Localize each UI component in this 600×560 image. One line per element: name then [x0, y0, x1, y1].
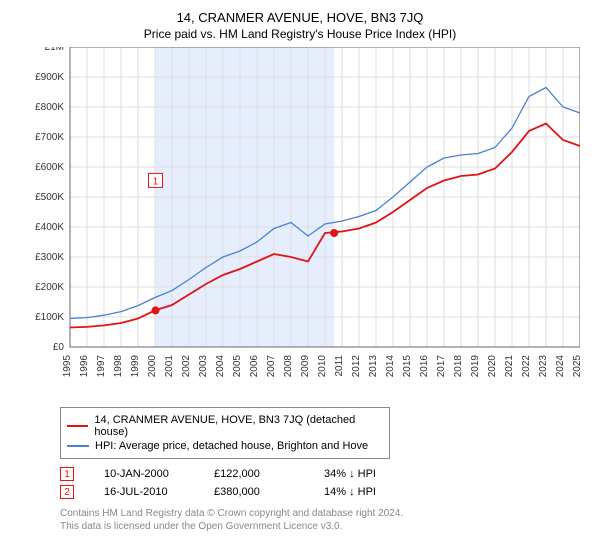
svg-text:2015: 2015 — [402, 355, 413, 378]
svg-text:2016: 2016 — [419, 355, 430, 378]
transaction-delta: 14% ↓ HPI — [324, 486, 376, 498]
legend-row: HPI: Average price, detached house, Brig… — [67, 440, 383, 452]
transaction-row: 2 16-JUL-2010 £380,000 14% ↓ HPI — [60, 485, 590, 499]
svg-text:1995: 1995 — [62, 355, 73, 378]
svg-text:2025: 2025 — [572, 355, 580, 378]
svg-text:2007: 2007 — [266, 355, 277, 378]
chart-title: 14, CRANMER AVENUE, HOVE, BN3 7JQ — [10, 10, 590, 25]
svg-text:2018: 2018 — [453, 355, 464, 378]
svg-text:2023: 2023 — [538, 355, 549, 378]
legend-swatch — [67, 445, 89, 447]
svg-text:1: 1 — [153, 176, 159, 187]
legend-label: 14, CRANMER AVENUE, HOVE, BN3 7JQ (detac… — [94, 414, 383, 438]
transaction-badge: 1 — [60, 467, 74, 481]
chart-subtitle: Price paid vs. HM Land Registry's House … — [10, 27, 590, 41]
svg-text:2003: 2003 — [198, 355, 209, 378]
svg-text:£1M: £1M — [45, 47, 64, 53]
transaction-row: 1 10-JAN-2000 £122,000 34% ↓ HPI — [60, 467, 590, 481]
legend-label: HPI: Average price, detached house, Brig… — [95, 440, 368, 452]
svg-text:£100K: £100K — [35, 312, 64, 323]
svg-text:2009: 2009 — [300, 355, 311, 378]
svg-text:1998: 1998 — [113, 355, 124, 378]
svg-text:2008: 2008 — [283, 355, 294, 378]
svg-text:£700K: £700K — [35, 132, 64, 143]
svg-text:£400K: £400K — [35, 222, 64, 233]
svg-text:2022: 2022 — [521, 355, 532, 378]
svg-text:1999: 1999 — [130, 355, 141, 378]
transaction-price: £380,000 — [214, 486, 294, 498]
attribution-line: This data is licensed under the Open Gov… — [60, 520, 590, 533]
svg-text:2014: 2014 — [385, 355, 396, 378]
transaction-price: £122,000 — [214, 468, 294, 480]
svg-text:1996: 1996 — [79, 355, 90, 378]
svg-text:2020: 2020 — [487, 355, 498, 378]
svg-text:2004: 2004 — [215, 355, 226, 378]
attribution-line: Contains HM Land Registry data © Crown c… — [60, 507, 590, 520]
svg-text:£600K: £600K — [35, 162, 64, 173]
svg-text:2002: 2002 — [181, 355, 192, 378]
transaction-badge: 2 — [60, 485, 74, 499]
svg-text:2017: 2017 — [436, 355, 447, 378]
legend-swatch — [67, 425, 88, 427]
svg-text:£200K: £200K — [35, 282, 64, 293]
svg-text:£900K: £900K — [35, 72, 64, 83]
svg-text:2019: 2019 — [470, 355, 481, 378]
svg-text:2012: 2012 — [351, 355, 362, 378]
transaction-date: 16-JUL-2010 — [104, 486, 184, 498]
transaction-date: 10-JAN-2000 — [104, 468, 184, 480]
svg-text:2021: 2021 — [504, 355, 515, 378]
svg-text:2005: 2005 — [232, 355, 243, 378]
svg-text:2000: 2000 — [147, 355, 158, 378]
legend-row: 14, CRANMER AVENUE, HOVE, BN3 7JQ (detac… — [67, 414, 383, 438]
svg-text:2010: 2010 — [317, 355, 328, 378]
transactions-table: 1 10-JAN-2000 £122,000 34% ↓ HPI 2 16-JU… — [60, 467, 590, 499]
svg-text:2024: 2024 — [555, 355, 566, 378]
svg-text:2006: 2006 — [249, 355, 260, 378]
svg-text:£300K: £300K — [35, 252, 64, 263]
transaction-delta: 34% ↓ HPI — [324, 468, 376, 480]
chart-container: 14, CRANMER AVENUE, HOVE, BN3 7JQ Price … — [0, 0, 600, 560]
svg-text:£500K: £500K — [35, 192, 64, 203]
attribution-text: Contains HM Land Registry data © Crown c… — [60, 507, 590, 533]
svg-text:£0: £0 — [53, 342, 65, 353]
legend-box: 14, CRANMER AVENUE, HOVE, BN3 7JQ (detac… — [60, 407, 390, 459]
svg-text:2011: 2011 — [334, 355, 345, 377]
svg-text:1997: 1997 — [96, 355, 107, 378]
svg-text:£800K: £800K — [35, 102, 64, 113]
svg-text:2001: 2001 — [164, 355, 175, 378]
chart-plot-area: £0 £100K £200K £300K £400K £500K £600K £700K £80… — [20, 47, 580, 397]
svg-text:2013: 2013 — [368, 355, 379, 378]
